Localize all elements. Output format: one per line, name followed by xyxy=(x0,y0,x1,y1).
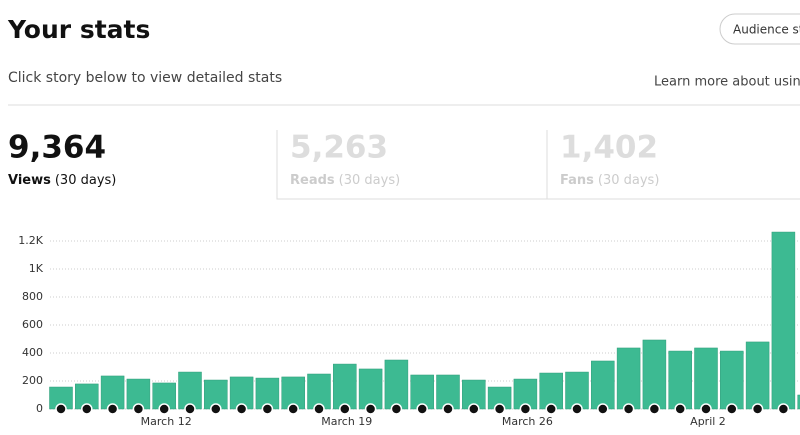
x-tick-label: March 26 xyxy=(502,415,553,428)
stat-value[interactable]: 1,402 xyxy=(560,130,658,166)
story-dot xyxy=(648,403,661,415)
story-dot xyxy=(390,403,403,415)
x-tick-label: March 12 xyxy=(141,415,192,428)
bar[interactable] xyxy=(797,394,800,410)
story-dot xyxy=(261,403,274,415)
bar[interactable] xyxy=(668,350,692,410)
x-tick-label: March 19 xyxy=(321,415,372,428)
stat-label[interactable]: Views xyxy=(8,173,51,188)
bar[interactable] xyxy=(616,347,641,410)
story-dot xyxy=(106,403,119,415)
story-dot xyxy=(751,403,764,415)
stat-period[interactable]: (30 days) xyxy=(339,173,401,188)
subtitle: Click story below to view detailed stats xyxy=(8,70,282,86)
story-dot xyxy=(158,403,170,415)
story-dot xyxy=(571,403,583,415)
page-title: Your stats xyxy=(7,15,150,44)
story-dot xyxy=(622,403,635,415)
stat-label[interactable]: Fans xyxy=(560,173,594,188)
y-tick-label: 1.2K xyxy=(18,234,43,247)
y-tick-label: 200 xyxy=(22,374,43,387)
story-dot xyxy=(339,403,351,415)
bar[interactable] xyxy=(333,363,357,410)
story-dot xyxy=(700,403,712,415)
tab-borders xyxy=(276,130,800,200)
y-tick-label: 400 xyxy=(22,346,43,359)
stat-period[interactable]: (30 days) xyxy=(55,173,117,188)
x-tick-label: April 2 xyxy=(690,415,726,428)
story-dot xyxy=(493,403,506,415)
story-dot xyxy=(235,403,248,415)
y-tick-label: 1K xyxy=(29,262,44,275)
bar[interactable] xyxy=(745,341,770,410)
story-dot xyxy=(777,403,790,415)
story-dot xyxy=(597,403,609,415)
story-dot xyxy=(519,403,532,415)
bar[interactable] xyxy=(771,231,796,410)
bar[interactable] xyxy=(591,360,615,410)
story-dot xyxy=(184,403,196,415)
story-dot xyxy=(468,403,480,415)
stat-caption[interactable]: Fans (30 days) xyxy=(560,173,659,188)
stat-label[interactable]: Reads xyxy=(290,173,335,188)
story-dot xyxy=(545,403,557,415)
y-tick-label: 800 xyxy=(22,290,43,303)
stat-caption[interactable]: Reads (30 days) xyxy=(290,173,400,188)
bar[interactable] xyxy=(694,347,718,410)
audience-button-label[interactable]: Audience stat xyxy=(733,23,800,37)
story-dot xyxy=(674,403,686,415)
y-tick-label: 0 xyxy=(36,402,43,415)
bar[interactable] xyxy=(384,359,409,410)
bar[interactable] xyxy=(642,339,667,410)
audience-button[interactable] xyxy=(719,13,800,45)
stat-value[interactable]: 5,263 xyxy=(290,130,388,166)
story-dot xyxy=(55,403,67,415)
story-dot xyxy=(210,403,222,415)
bar[interactable] xyxy=(358,368,383,410)
stat-caption[interactable]: Views (30 days) xyxy=(8,173,116,188)
story-dot xyxy=(132,403,145,415)
story-dot xyxy=(416,403,428,415)
story-dot xyxy=(81,403,93,415)
story-dot xyxy=(364,403,377,415)
stat-value[interactable]: 9,364 xyxy=(8,130,106,166)
story-dot xyxy=(287,403,299,415)
bar[interactable] xyxy=(720,350,744,410)
story-dot xyxy=(442,403,454,415)
story-dot xyxy=(726,403,738,415)
y-tick-label: 600 xyxy=(22,318,43,331)
story-dot xyxy=(313,403,325,415)
learn-more-link[interactable]: Learn more about using s xyxy=(654,75,800,90)
stat-period[interactable]: (30 days) xyxy=(598,173,660,188)
